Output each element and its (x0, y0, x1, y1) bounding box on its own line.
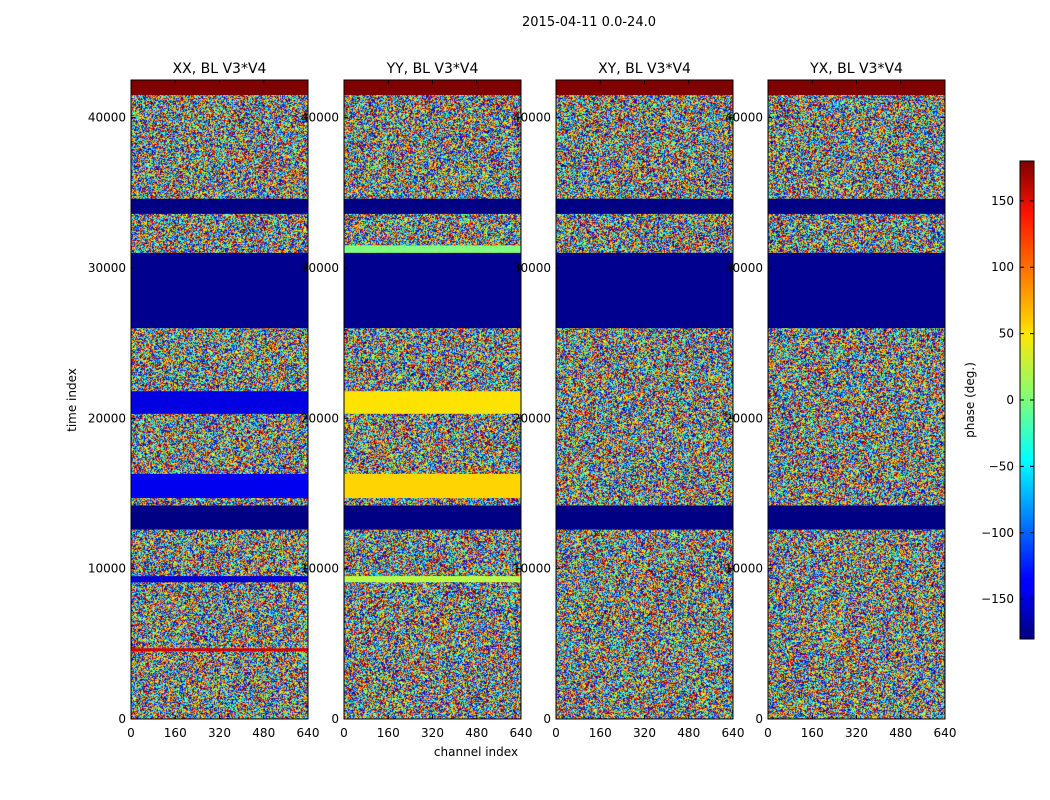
colorbar-label: phase (deg.) (963, 362, 977, 438)
colorbar-tick-label: 50 (999, 327, 1014, 341)
phase-band (131, 198, 308, 214)
x-tick-label: 0 (552, 726, 560, 740)
x-tick-label: 640 (510, 726, 533, 740)
y-tick-label: 40000 (513, 111, 551, 125)
x-tick-label: 480 (677, 726, 700, 740)
phase-band (556, 252, 733, 329)
x-tick-label: 480 (889, 726, 912, 740)
x-tick-label: 320 (421, 726, 444, 740)
x-tick-label: 320 (845, 726, 868, 740)
phase-band (344, 245, 521, 253)
phase-band (344, 198, 521, 214)
panel-1: XX, BL V3*V4 0 160 320 480 640 0 10000 20000 3000… (88, 61, 320, 740)
phase-band (131, 473, 308, 498)
panel-4-noise (768, 80, 945, 719)
y-tick-label: 10000 (88, 562, 126, 576)
panel-3-bands (556, 80, 733, 530)
x-tick-label: 0 (127, 726, 135, 740)
y-tick-label: 0 (755, 712, 763, 726)
x-tick-label: 320 (633, 726, 656, 740)
y-tick-label: 10000 (725, 562, 763, 576)
phase-band (344, 473, 521, 498)
y-tick-label: 20000 (513, 411, 551, 425)
x-tick-label: 160 (377, 726, 400, 740)
y-tick-label: 40000 (725, 111, 763, 125)
x-tick-label: 640 (722, 726, 745, 740)
phase-band (131, 576, 308, 583)
phase-band (131, 391, 308, 414)
suptitle: 2015-04-11 0.0-24.0 (522, 15, 656, 30)
x-tick-label: 320 (208, 726, 231, 740)
y-tick-label: 20000 (725, 411, 763, 425)
y-tick-label: 30000 (725, 261, 763, 275)
y-tick-label: 0 (118, 712, 126, 726)
phase-band (131, 252, 308, 329)
colorbar-tick-label: 100 (991, 260, 1014, 274)
y-tick-label: 40000 (301, 111, 339, 125)
panel-3: XY, BL V3*V4 0 160 320 480 640 0 10000 20000 3000… (513, 61, 745, 740)
phase-band (344, 252, 521, 329)
colorbar-tick-label: 0 (1006, 393, 1014, 407)
phase-band (768, 198, 945, 214)
panel-1-bands (131, 80, 308, 652)
colorbar-tick-label: −100 (981, 526, 1014, 540)
colorbar-ticks: −150 −100 −50 0 50 100 150 (981, 194, 1034, 606)
y-tick-label: 10000 (301, 562, 339, 576)
y-tick-label: 40000 (88, 111, 126, 125)
panel-2: YY, BL V3*V4 0 160 320 480 640 0 10000 20000 3000… (301, 61, 533, 740)
y-axis-label: time index (65, 368, 79, 432)
phase-band (344, 391, 521, 414)
phase-band (768, 505, 945, 530)
panel-3-title: XY, BL V3*V4 (598, 61, 691, 77)
colorbar-tick-label: 150 (991, 194, 1014, 208)
x-tick-label: 640 (297, 726, 320, 740)
panels-layer: XX, BL V3*V4 0 160 320 480 640 0 10000 20000 3000… (88, 61, 957, 740)
phase-band (131, 505, 308, 530)
x-axis-label: channel index (434, 745, 518, 759)
panel-4-title: YX, BL V3*V4 (809, 61, 903, 77)
panel-1-title: XX, BL V3*V4 (173, 61, 267, 77)
phase-band (768, 252, 945, 329)
x-tick-label: 0 (340, 726, 348, 740)
colorbar-tick-label: −50 (989, 459, 1014, 473)
phase-band (556, 505, 733, 530)
y-tick-label: 20000 (301, 411, 339, 425)
phase-band (556, 198, 733, 214)
y-tick-label: 30000 (88, 261, 126, 275)
y-tick-label: 30000 (513, 261, 551, 275)
x-tick-label: 160 (801, 726, 824, 740)
panel-3-noise (556, 80, 733, 719)
phase-band (344, 505, 521, 530)
y-tick-label: 30000 (301, 261, 339, 275)
x-tick-label: 0 (764, 726, 772, 740)
y-tick-label: 0 (543, 712, 551, 726)
x-tick-label: 640 (934, 726, 957, 740)
x-tick-label: 160 (589, 726, 612, 740)
x-tick-label: 160 (164, 726, 187, 740)
phase-band (344, 576, 521, 583)
y-tick-label: 0 (331, 712, 339, 726)
x-tick-label: 480 (252, 726, 275, 740)
panel-2-bands (344, 80, 521, 583)
y-tick-label: 10000 (513, 562, 551, 576)
panel-4: YX, BL V3*V4 0 160 320 480 640 0 10000 20000 3000… (725, 61, 957, 740)
x-tick-label: 480 (465, 726, 488, 740)
colorbar: −150 −100 −50 0 50 100 150 phase (deg.) (963, 160, 1035, 640)
y-tick-label: 20000 (88, 411, 126, 425)
colorbar-tick-label: −150 (981, 592, 1014, 606)
panel-2-title: YY, BL V3*V4 (386, 61, 479, 77)
phase-band (131, 648, 308, 652)
